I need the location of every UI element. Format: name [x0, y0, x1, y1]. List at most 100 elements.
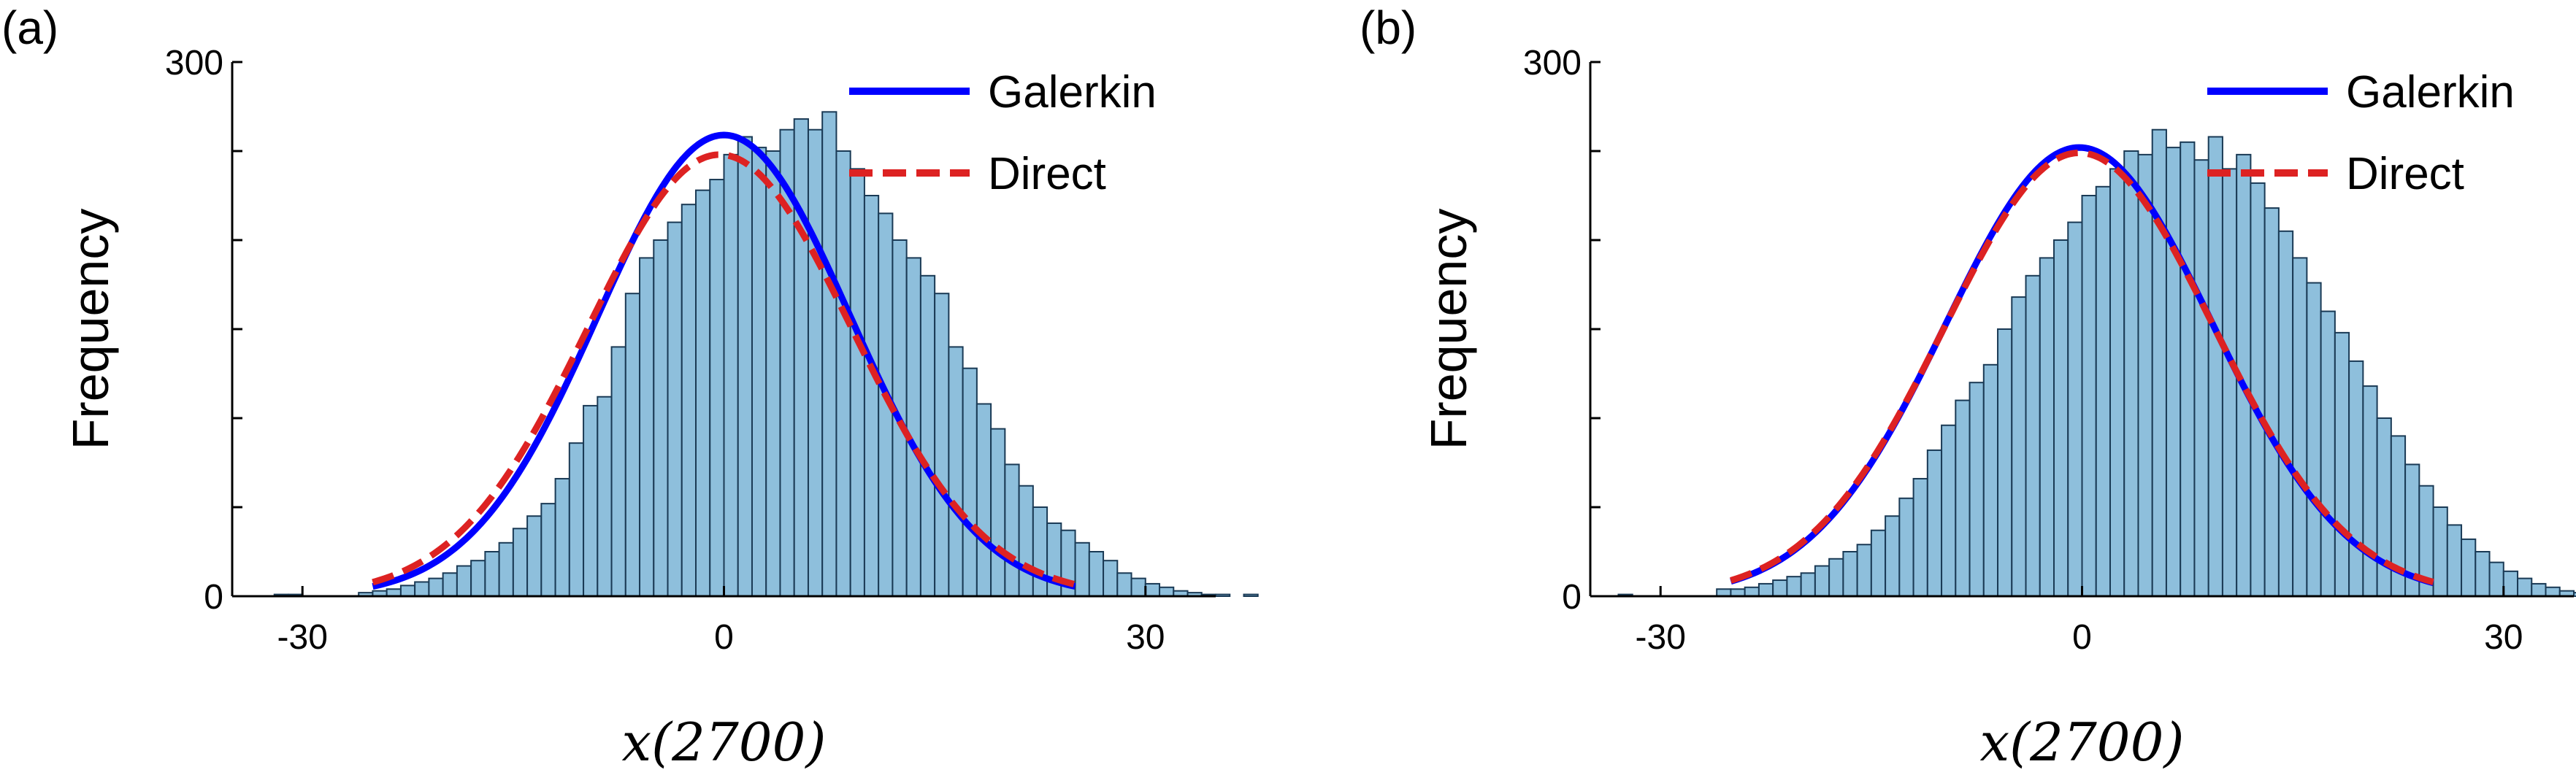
panel-a: (a) 0 300 -30 0 30 Frequency x(2700) Gal…	[1, 1, 1259, 773]
histogram-bar	[1997, 328, 2013, 597]
histogram-bar	[583, 404, 599, 597]
y-tick-label-a-0: 0	[204, 578, 223, 617]
histogram-bar	[1926, 449, 1943, 597]
histogram-bar	[2180, 141, 2196, 598]
y-tick-label-b-0: 0	[1562, 578, 1582, 617]
panel-letter-b: (b)	[1360, 1, 1417, 54]
histogram-bar	[1982, 363, 1999, 597]
histogram-bar	[1842, 551, 1858, 597]
x-tick-label-a-0: 0	[714, 618, 734, 657]
histogram-bar	[723, 153, 739, 597]
histogram-bar	[554, 477, 570, 598]
histogram-bar	[2432, 506, 2448, 597]
histogram-bar	[2306, 282, 2322, 597]
y-axis-label-a: Frequency	[62, 209, 119, 450]
histogram-bar	[610, 346, 626, 597]
legend-a: Galerkin Direct	[849, 67, 1157, 199]
histogram-bar	[2250, 182, 2266, 598]
histogram-bar	[1786, 576, 1802, 597]
y-axis-label-b: Frequency	[1420, 209, 1477, 450]
histogram-bar	[2545, 586, 2561, 597]
direct-curve-b	[1730, 149, 2434, 585]
histogram-bar	[1018, 485, 1034, 597]
histogram-bar	[667, 221, 683, 598]
ticks-b	[1590, 61, 2505, 598]
legend-direct-label-b: Direct	[2346, 149, 2464, 199]
histogram-bar	[737, 136, 753, 598]
histogram-bar	[1159, 586, 1175, 597]
histogram-bar	[948, 346, 964, 597]
histogram-bar	[793, 118, 809, 597]
histogram-bar	[709, 179, 725, 598]
histogram-bar	[1130, 577, 1146, 597]
histogram-bar	[470, 560, 486, 598]
histogram-bar	[1912, 477, 1928, 598]
histogram-bar	[2053, 239, 2069, 597]
histogram-bar	[2067, 221, 2083, 598]
histogram-bar	[653, 239, 669, 597]
histogram-bar	[2123, 150, 2139, 597]
histogram-bar	[849, 168, 865, 597]
x-tick-label-a-30: 30	[1126, 618, 1165, 657]
histogram-bar	[2446, 524, 2463, 598]
histogram-bar	[2334, 331, 2350, 597]
histogram-bar	[1870, 529, 1887, 597]
histogram-bar	[1088, 551, 1105, 597]
histogram-bar	[975, 403, 992, 597]
histogram-bar	[1116, 572, 1132, 598]
histogram-bar	[1103, 560, 1119, 598]
panel-b: (b) 0 300 -30 0 30 Frequency x(2700) Gal…	[1360, 1, 2576, 773]
histogram-bar	[2517, 577, 2533, 597]
histogram-bar	[695, 189, 711, 597]
histogram-bar	[2081, 195, 2097, 597]
histogram-bar	[2502, 570, 2519, 598]
histogram-bar	[1757, 582, 1774, 597]
histogram-bar	[1004, 463, 1020, 597]
histogram-bar	[1744, 586, 1760, 597]
histogram-bar	[934, 293, 950, 597]
histogram-bar	[399, 585, 416, 597]
histogram-bar	[484, 551, 500, 597]
x-axis-label-b: x(2700)	[1979, 712, 2184, 773]
direct-curve-a	[372, 151, 1076, 588]
histogram-bar	[1898, 497, 1914, 597]
histogram-bar	[2461, 538, 2477, 597]
histogram-bar	[1955, 399, 1971, 597]
histogram-bar	[962, 367, 978, 597]
histogram-bar	[1885, 515, 1901, 598]
histogram-bar	[2475, 551, 2491, 597]
x-axis-label-a: x(2700)	[621, 712, 826, 773]
histogram-bar	[1856, 544, 1872, 597]
histogram-bar	[905, 257, 921, 597]
histogram-bar	[1828, 558, 1844, 598]
legend-b: Galerkin Direct	[2207, 67, 2515, 199]
histogram-bar	[2292, 257, 2308, 597]
legend-galerkin-label-a: Galerkin	[988, 67, 1157, 117]
histogram-bar	[442, 572, 458, 598]
x-tick-label-a-neg30: -30	[277, 618, 328, 657]
histogram-bar	[2137, 153, 2153, 597]
legend-galerkin-label-b: Galerkin	[2346, 67, 2515, 117]
histogram-bar	[639, 257, 655, 597]
histogram-bar	[1243, 593, 1259, 597]
histogram-bar	[1969, 382, 1985, 597]
histogram-bar	[1074, 541, 1090, 597]
x-tick-label-b-0: 0	[2072, 618, 2092, 657]
histogram-bar	[456, 565, 472, 598]
ticks-a	[232, 61, 1147, 598]
histogram-bar	[821, 111, 837, 597]
histogram-bar	[1941, 424, 1957, 598]
histogram-bar	[498, 541, 514, 597]
histogram-bar	[597, 396, 613, 597]
histogram-bar	[2207, 136, 2223, 598]
histogram-bar	[1144, 582, 1161, 597]
histogram-bar	[2362, 385, 2378, 598]
histogram-bar	[624, 293, 641, 597]
histogram-bar	[568, 442, 585, 597]
histogram-bar	[2025, 274, 2041, 597]
histogram-bar	[681, 204, 697, 597]
histogram-bar	[1215, 593, 1231, 597]
histogram-bar	[2151, 128, 2167, 598]
histogram-bar	[1772, 579, 1788, 597]
